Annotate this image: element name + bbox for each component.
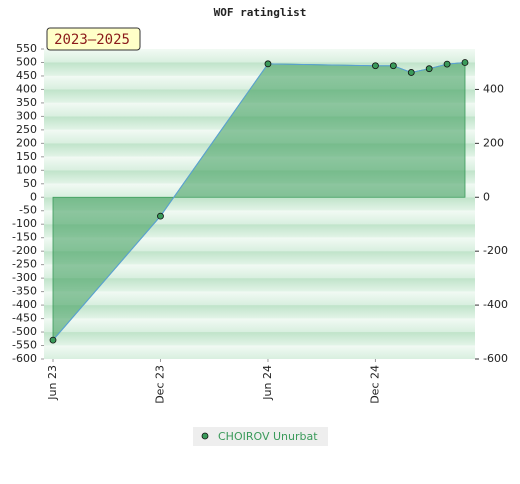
point — [407, 69, 415, 76]
y-tick-label: 0 — [30, 190, 37, 203]
point — [49, 336, 57, 344]
legend — [193, 427, 328, 446]
x-tick-label: Jun 23 — [46, 365, 59, 401]
band — [44, 224, 475, 238]
y-tick-label: 400 — [16, 82, 37, 95]
x-tick-label: Jun 24 — [261, 365, 274, 401]
y2-tick-label: 400 — [483, 82, 504, 95]
legend-label: CHOIROV Unurbat — [218, 430, 318, 443]
y2-tick-label: 200 — [483, 136, 504, 149]
band — [44, 237, 475, 252]
point — [264, 60, 272, 68]
band — [44, 291, 475, 306]
y-tick-label: -150 — [12, 231, 37, 244]
y-tick-label: 350 — [16, 96, 37, 109]
y-tick-label: 500 — [16, 55, 37, 68]
band — [44, 278, 475, 292]
band — [44, 251, 475, 265]
y-tick-label: 100 — [16, 163, 37, 176]
y2-tick-label: -200 — [483, 244, 508, 257]
point — [425, 65, 433, 73]
y2-tick-label: 0 — [483, 190, 490, 203]
y-tick-label: -300 — [12, 271, 37, 284]
point — [461, 59, 469, 66]
point — [443, 60, 451, 68]
badge: 2023–2025 — [54, 32, 130, 48]
y-tick-label: 150 — [16, 150, 37, 163]
chart-title: WOF ratinglist — [214, 6, 307, 19]
y-tick-label: -500 — [12, 325, 37, 338]
badge-box — [46, 27, 141, 51]
band — [44, 345, 475, 359]
y-tick-label: -200 — [12, 244, 37, 257]
band — [44, 332, 475, 346]
y-tick-label: -100 — [12, 217, 37, 230]
y-tick-label: 550 — [16, 42, 37, 55]
y-tick-label: -250 — [12, 258, 37, 271]
band — [44, 49, 475, 63]
y-tick-label: -600 — [12, 352, 37, 365]
y2-tick-label: -600 — [483, 352, 508, 365]
y-tick-label: -350 — [12, 285, 37, 298]
y-tick-label: 300 — [16, 109, 37, 122]
legend-marker — [201, 432, 209, 440]
y-tick-label: 450 — [16, 69, 37, 82]
y-tick-label: -50 — [19, 204, 37, 217]
point — [372, 62, 379, 70]
y-tick-label: 50 — [23, 177, 37, 190]
y-tick-label: -550 — [12, 339, 37, 352]
band — [44, 305, 475, 319]
band — [44, 318, 475, 333]
x-tick-label: Dec 24 — [368, 365, 381, 404]
y-tick-label: -450 — [12, 312, 37, 325]
y-tick-label: 200 — [16, 136, 37, 149]
point — [389, 62, 397, 70]
x-tick-label: Dec 23 — [153, 365, 166, 404]
y2-tick-label: -400 — [483, 298, 508, 311]
y-tick-label: 250 — [16, 123, 37, 136]
y-tick-label: -400 — [12, 298, 37, 311]
band — [44, 264, 475, 279]
point — [157, 212, 164, 220]
